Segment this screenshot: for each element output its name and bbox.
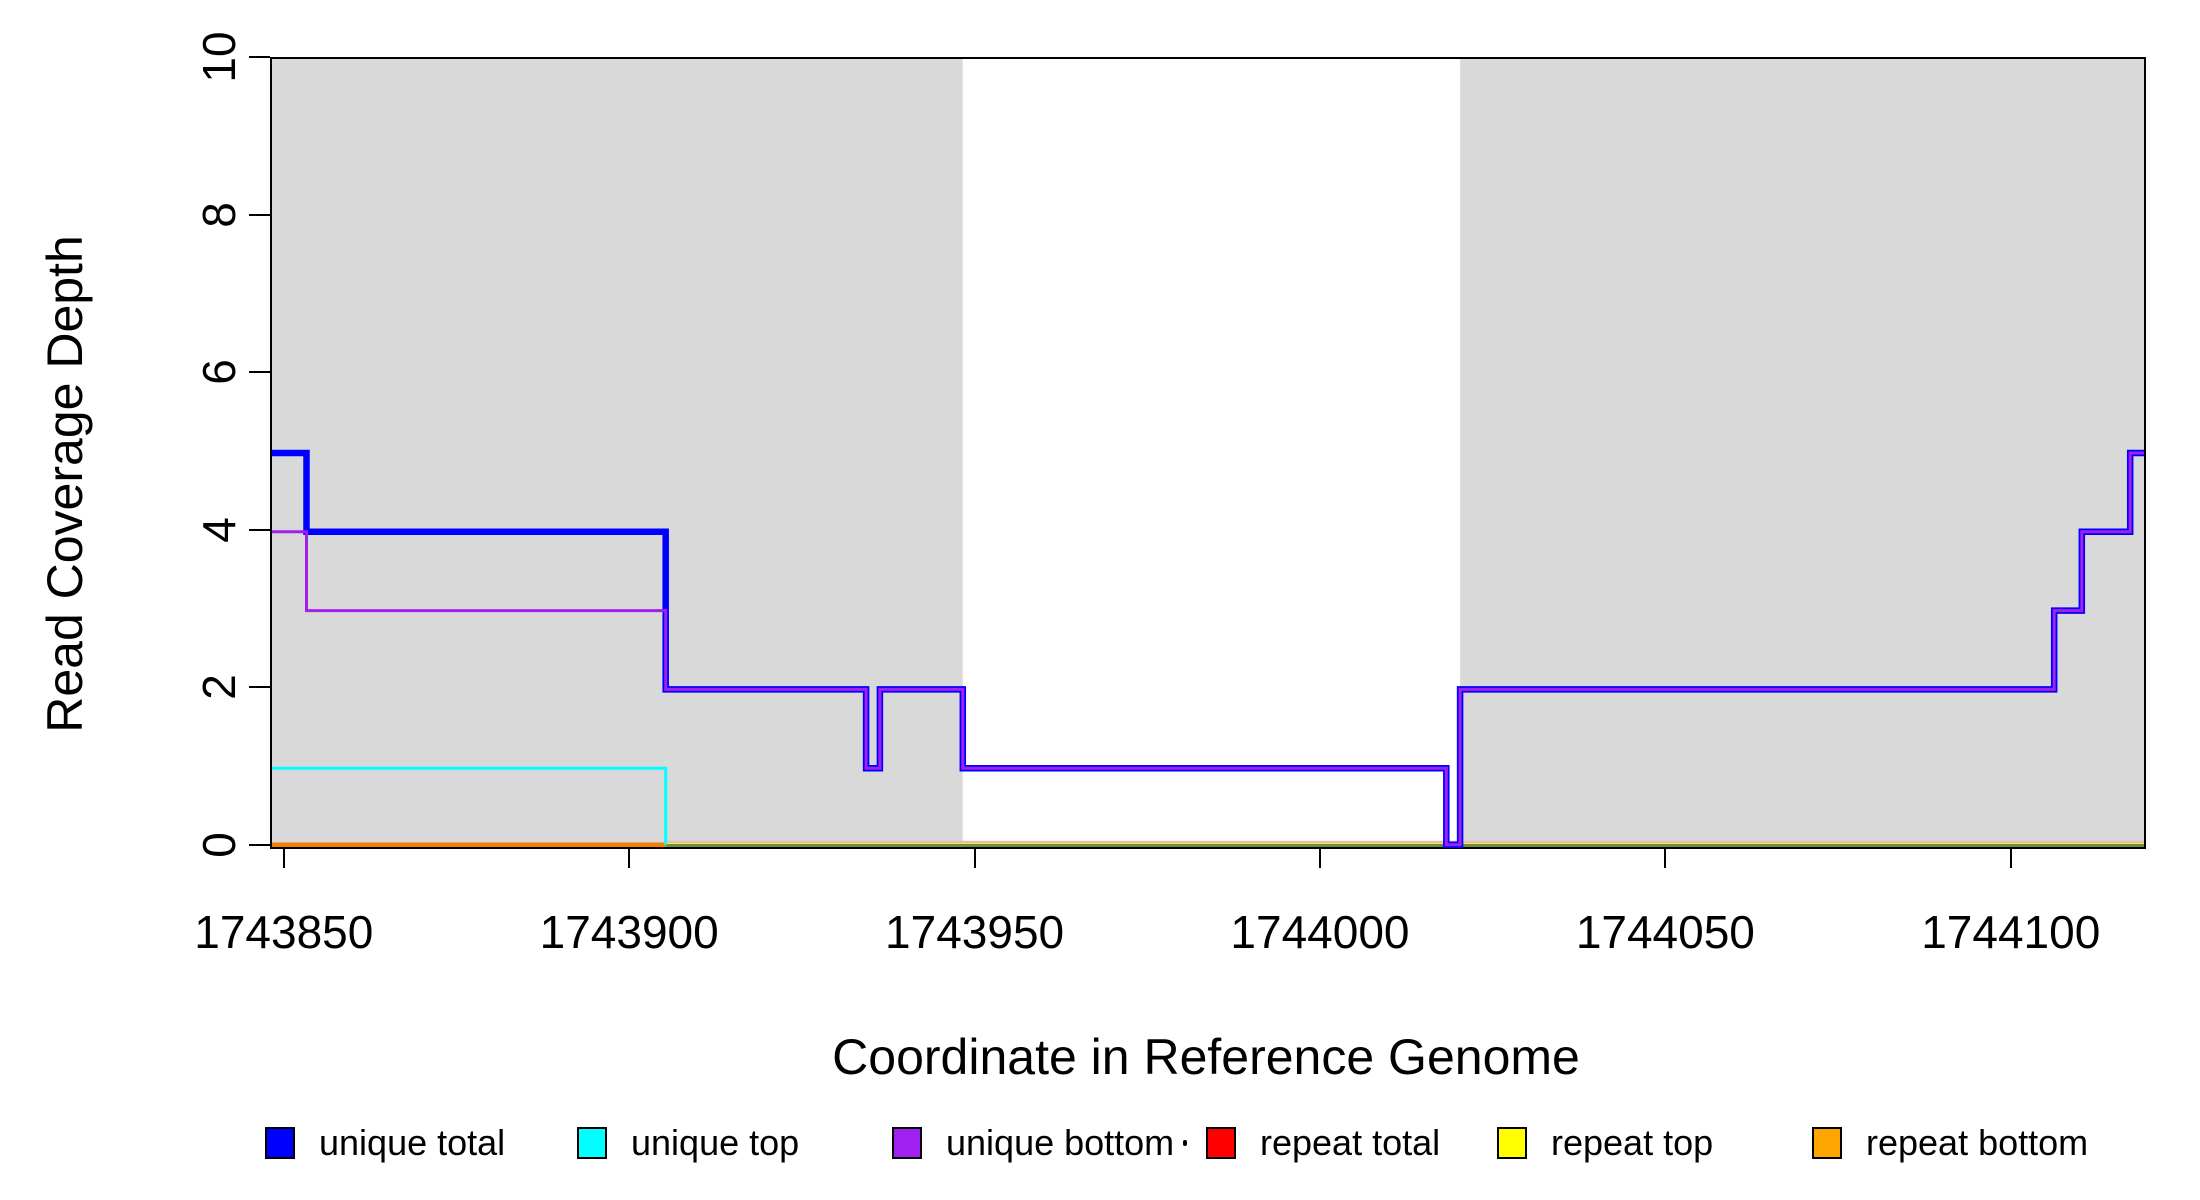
legend-item-repeat-bottom: repeat bottom: [1812, 1118, 2088, 1168]
x-tick-label: 1743850: [194, 906, 374, 958]
legend-item-repeat-top: repeat top: [1497, 1118, 1713, 1168]
series-line-unique-bottom: [272, 451, 2144, 847]
y-tick-label: 4: [193, 517, 245, 543]
x-axis-title: Coordinate in Reference Genome: [832, 1029, 1580, 1085]
stray-dot-artifact: [1183, 1140, 1187, 1146]
legend: unique total unique top unique bottom repea…: [0, 1118, 2200, 1178]
y-tick-label: 2: [193, 674, 245, 701]
y-tick: [249, 844, 270, 846]
repeat-region-shading: [272, 59, 963, 847]
x-tick: [282, 847, 285, 868]
legend-swatch: [1206, 1127, 1236, 1159]
legend-label: repeat bottom: [1866, 1122, 2089, 1163]
y-axis-title: Read Coverage Depth: [37, 235, 93, 733]
y-tick: [249, 528, 270, 531]
legend-label: repeat top: [1551, 1122, 1714, 1163]
legend-swatch: [892, 1127, 922, 1159]
legend-swatch: [577, 1127, 607, 1159]
legend-label: unique total: [319, 1122, 506, 1163]
y-tick: [249, 371, 270, 374]
chart-canvas: [272, 59, 2144, 849]
x-tick: [1318, 847, 1321, 868]
x-tick-label: 1744000: [1230, 906, 1410, 958]
x-tick: [2009, 847, 2012, 868]
x-tick-label: 1744100: [1921, 906, 2101, 958]
y-tick: [249, 56, 270, 58]
legend-swatch: [1497, 1127, 1527, 1159]
y-tick-label: 6: [193, 359, 245, 385]
x-tick: [973, 847, 976, 868]
x-tick-label: 1743900: [539, 906, 719, 958]
legend-item-unique-total: unique total: [265, 1118, 505, 1168]
legend-swatch: [1812, 1127, 1842, 1159]
y-tick: [249, 213, 270, 216]
y-tick-label: 0: [193, 832, 245, 858]
plot-area: [270, 57, 2146, 849]
x-tick-label: 1743950: [885, 906, 1065, 958]
legend-label: unique top: [631, 1122, 800, 1163]
legend-label: unique bottom: [946, 1122, 1175, 1163]
legend-label: repeat total: [1260, 1122, 1441, 1163]
series-line-unique-top: [272, 766, 668, 845]
y-tick-label: 10: [193, 31, 245, 83]
y-tick: [249, 686, 270, 689]
x-tick: [1664, 847, 1667, 868]
legend-item-unique-top: unique top: [577, 1118, 799, 1168]
y-tick-label: 8: [193, 201, 245, 228]
legend-item-repeat-total: repeat total: [1206, 1118, 1440, 1168]
legend-swatch: [265, 1127, 295, 1159]
x-tick-label: 1744050: [1575, 906, 1755, 958]
x-tick: [628, 847, 631, 868]
repeat-region-shading: [1460, 59, 2144, 847]
legend-item-unique-bottom: unique bottom: [892, 1118, 1174, 1168]
